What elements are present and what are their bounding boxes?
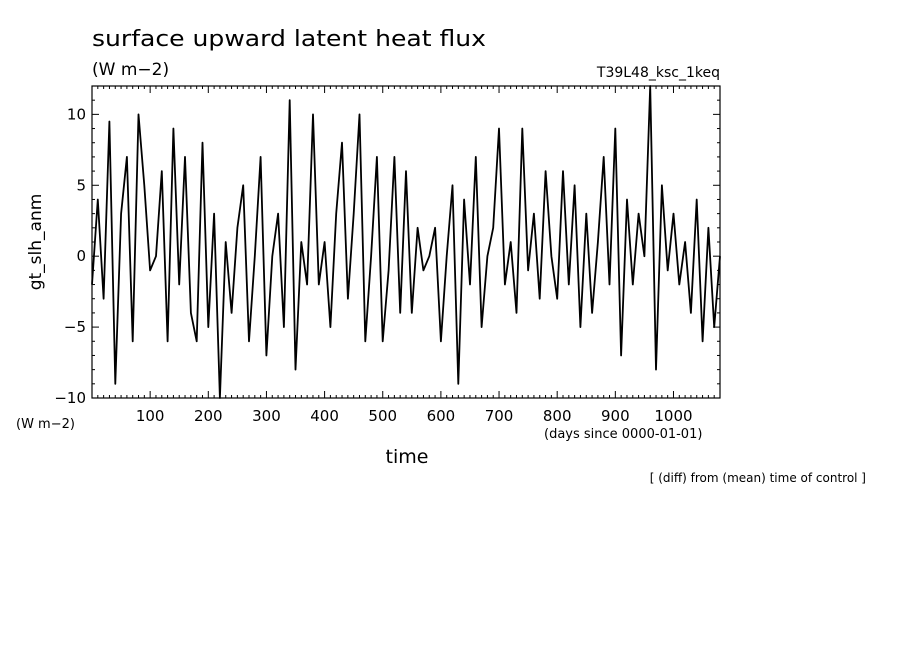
x-tick-label: 800 [543, 407, 572, 425]
x-tick-label: 900 [601, 407, 630, 425]
y-tick-label: 0 [76, 247, 86, 265]
y-tick-label: 5 [76, 176, 86, 194]
x-tick-label: 200 [194, 407, 223, 425]
y-tick-label: −5 [64, 318, 86, 336]
x-tick-label: 100 [136, 407, 165, 425]
y-axis-tick-labels: −10 −5 0 5 10 [54, 105, 86, 407]
y-tick-label: 10 [67, 105, 86, 123]
x-tick-label: 1000 [654, 407, 692, 425]
x-tick-label: 400 [310, 407, 339, 425]
series-line [91, 85, 721, 399]
run-label: T39L48_ksc_1keq [596, 65, 720, 81]
x-tick-label: 300 [252, 407, 281, 425]
y-axis-ticks [92, 99, 720, 385]
y-axis-label: gt_slh_anm [26, 194, 46, 291]
x-axis-label: time [386, 446, 429, 468]
comparison-note: [ (diff) from (mean) time of control ] [650, 471, 866, 485]
x-axis-units: (days since 0000-01-01) [544, 427, 702, 442]
chart-subtitle-units: (W m−2) [92, 60, 169, 80]
x-tick-label: 600 [427, 407, 456, 425]
x-tick-label: 700 [485, 407, 514, 425]
x-axis-tick-labels: 100 200 300 400 500 600 700 800 900 1000 [136, 407, 693, 425]
y-tick-label: −10 [54, 389, 86, 407]
x-axis-ticks [97, 86, 715, 398]
y-axis-units: (W m−2) [16, 417, 75, 432]
chart-title: surface upward latent heat flux [92, 27, 486, 52]
x-tick-label: 500 [368, 407, 397, 425]
